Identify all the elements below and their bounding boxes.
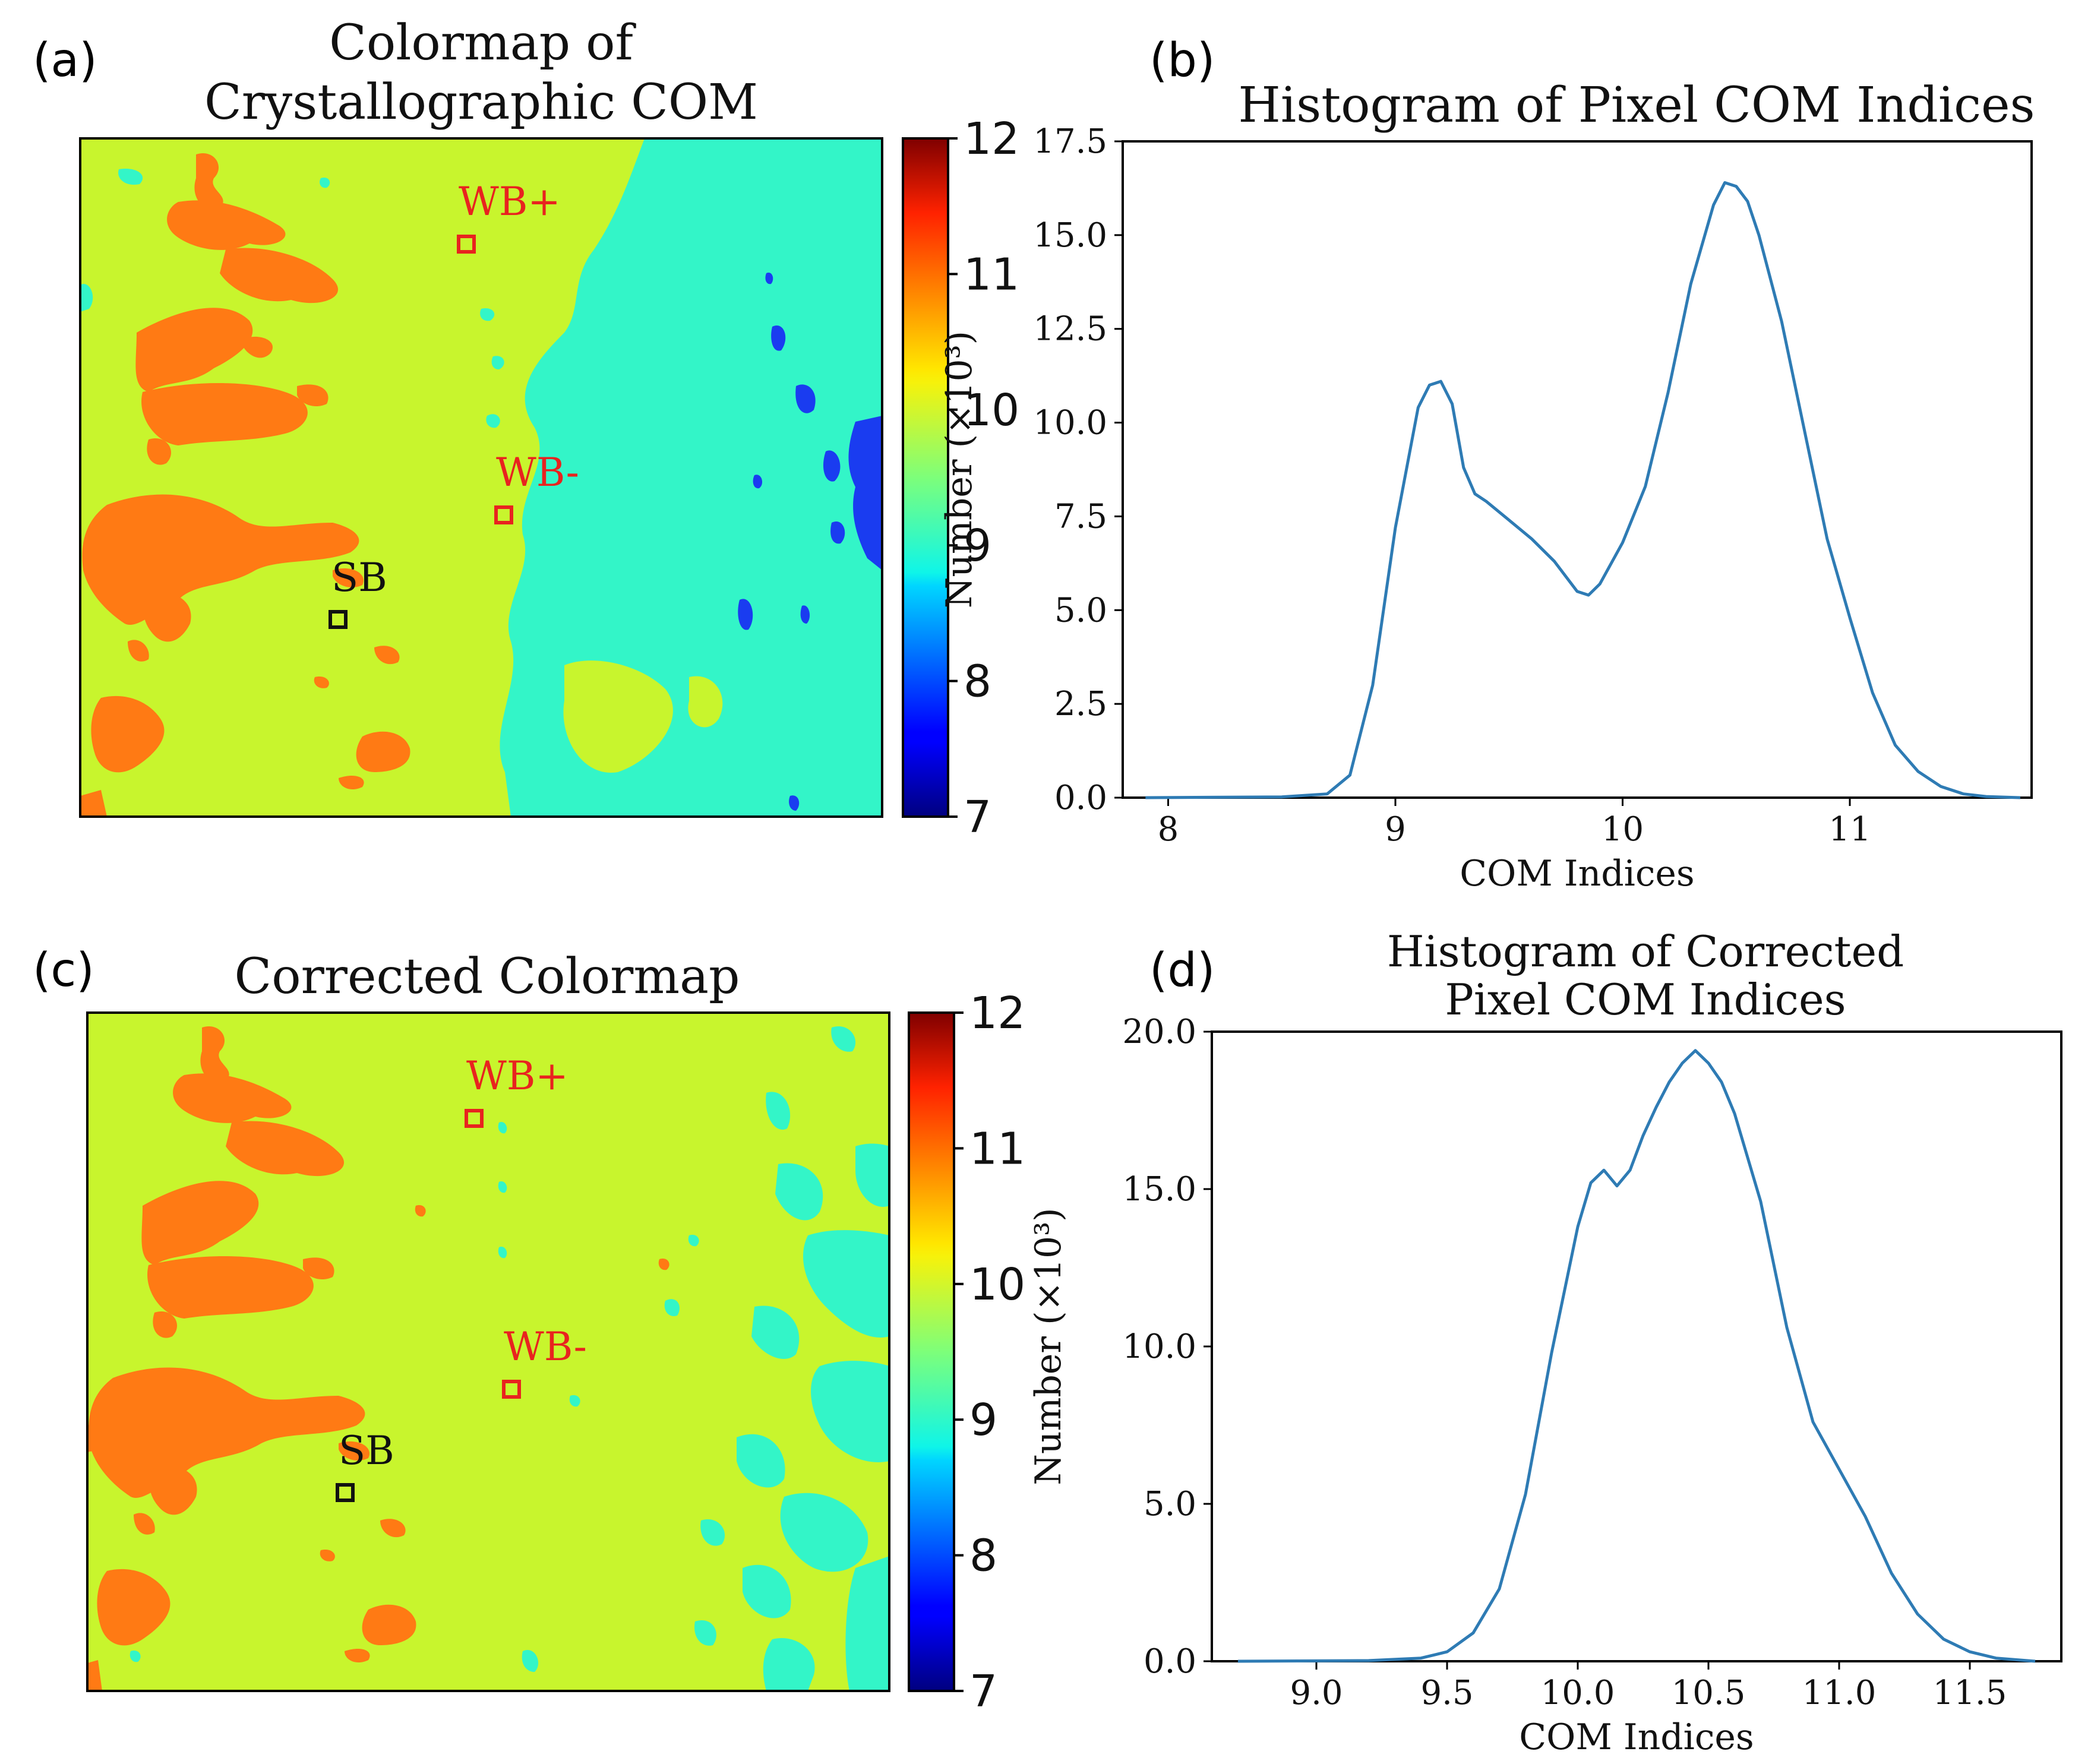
colorbar-tick-label: 11 <box>964 249 1019 300</box>
panel-a-label: (a) <box>33 34 97 87</box>
wb-minus-label-c: WB- <box>504 1324 587 1370</box>
wb-plus-label-c: WB+ <box>466 1053 568 1099</box>
y-tick-label: 7.5 <box>1054 497 1107 536</box>
panel-c-title: Corrected Colormap <box>234 949 740 1005</box>
y-tick-label: 2.5 <box>1054 685 1107 723</box>
panel-d-title-line2: Pixel COM Indices <box>1445 975 1846 1025</box>
x-tick-label: 10.5 <box>1672 1674 1746 1712</box>
x-tick-label: 11.0 <box>1802 1674 1877 1712</box>
plot-frame <box>1211 1030 2062 1662</box>
x-tick-label: 9.0 <box>1290 1674 1343 1712</box>
x-tick-label: 9.5 <box>1420 1674 1473 1712</box>
colorbar-a: 12 11 10 9 8 7 <box>902 113 1019 843</box>
panel-b-title: Histogram of Pixel COM Indices <box>1238 77 2035 134</box>
x-tick-label: 11 <box>1828 810 1871 849</box>
heatmap-a-yellow-patch <box>688 676 723 728</box>
heatmap-c-frame <box>86 1011 890 1692</box>
sb-marker-c <box>336 1483 355 1502</box>
panel-a-title-line1: Colormap of <box>329 15 636 71</box>
y-tick-label: 12.5 <box>1033 310 1107 349</box>
colorbar-tick-label: 9 <box>964 520 991 571</box>
sb-label-c: SB <box>339 1428 394 1474</box>
colorbar-c-ticks: 12 11 10 9 8 7 <box>954 988 1025 1717</box>
y-tick-label: 17.5 <box>1033 122 1107 161</box>
heatmap-c <box>87 1013 889 1691</box>
y-tick-label: 15.0 <box>1122 1170 1196 1209</box>
x-tick-label: 10.0 <box>1541 1674 1615 1712</box>
colorbar-tick-label: 12 <box>969 988 1025 1039</box>
colorbar-c: 12 11 10 9 8 7 <box>908 988 1025 1717</box>
histogram-d: 9.0 9.5 10.0 10.5 11.0 11.5 0.0 5.0 10.0 15.0 20.0… <box>1028 1013 2062 1758</box>
colorbar-tick-label: 10 <box>964 385 1019 436</box>
wb-minus-marker-c <box>502 1380 521 1399</box>
histogram-b: 8 9 10 11 0.0 2.5 5.0 7.5 10.0 12.5 15.0 17.5 COM In… <box>939 122 2033 894</box>
heatmap-c-orange-regions <box>87 1026 669 1691</box>
wb-minus-marker-a <box>494 505 513 524</box>
y-tick-label: 10.0 <box>1122 1327 1196 1366</box>
panel-d-title-line1: Histogram of Corrected <box>1387 927 1904 976</box>
colorbar-tick-label: 8 <box>964 656 991 707</box>
heatmap-a-frame <box>79 137 883 818</box>
panel-d-label: (d) <box>1149 944 1215 997</box>
x-tick-label: 11.5 <box>1933 1674 2007 1712</box>
heatmap-a-cyan-region <box>500 138 882 817</box>
y-tick-label: 5.0 <box>1054 591 1107 630</box>
panel-b-label: (b) <box>1149 34 1215 87</box>
y-tick-label: 20.0 <box>1122 1013 1196 1051</box>
heatmap-c-cyan-regions <box>129 1026 889 1691</box>
colorbar-tick-label: 7 <box>964 792 991 843</box>
sb-marker-a <box>329 610 348 629</box>
heatmap-a-yellow-patch <box>563 660 673 773</box>
colorbar-c-gradient <box>908 1011 955 1692</box>
colorbar-tick-label: 9 <box>969 1395 997 1446</box>
sb-label-a: SB <box>331 555 387 600</box>
colorbar-tick-label: 8 <box>969 1531 997 1582</box>
x-tick-label: 8 <box>1158 810 1179 849</box>
x-tick-label: 9 <box>1385 810 1406 849</box>
y-tick-label: 15.0 <box>1033 216 1107 255</box>
heatmap-a-cyan-specks <box>80 169 504 428</box>
wb-minus-label-a: WB- <box>496 450 579 495</box>
y-tick-label: 5.0 <box>1144 1485 1196 1523</box>
histogram-line <box>1237 1049 2036 1663</box>
histogram-line <box>1145 181 2020 799</box>
wb-plus-marker-c <box>465 1109 484 1128</box>
colorbar-a-ticks: 12 11 10 9 8 7 <box>948 113 1019 843</box>
x-axis-label: COM Indices <box>1460 853 1694 894</box>
panel-c-label: (c) <box>33 944 94 997</box>
colorbar-tick-label: 12 <box>964 113 1019 165</box>
y-axis-label: Number (×10³) <box>1028 1207 1069 1485</box>
heatmap-a-blue-patches <box>738 273 882 811</box>
wb-plus-label-a: WB+ <box>459 179 561 225</box>
plot-frame <box>1122 140 2033 799</box>
x-tick-label: 10 <box>1602 810 1644 849</box>
heatmap-a <box>80 138 882 817</box>
wb-plus-marker-a <box>457 235 476 254</box>
heatmap-a-orange-regions <box>80 153 410 817</box>
y-tick-label: 10.0 <box>1033 404 1107 442</box>
colorbar-tick-label: 11 <box>969 1123 1025 1174</box>
y-tick-label: 0.0 <box>1144 1642 1196 1681</box>
colorbar-tick-label: 10 <box>969 1259 1025 1310</box>
x-axis-label: COM Indices <box>1519 1716 1754 1758</box>
y-axis-label: Number (×10³) <box>939 331 980 608</box>
y-tick-label: 0.0 <box>1054 779 1107 817</box>
colorbar-a-gradient <box>902 137 949 818</box>
panel-a-title-line2: Crystallographic COM <box>204 74 758 131</box>
colorbar-tick-label: 7 <box>969 1666 997 1717</box>
